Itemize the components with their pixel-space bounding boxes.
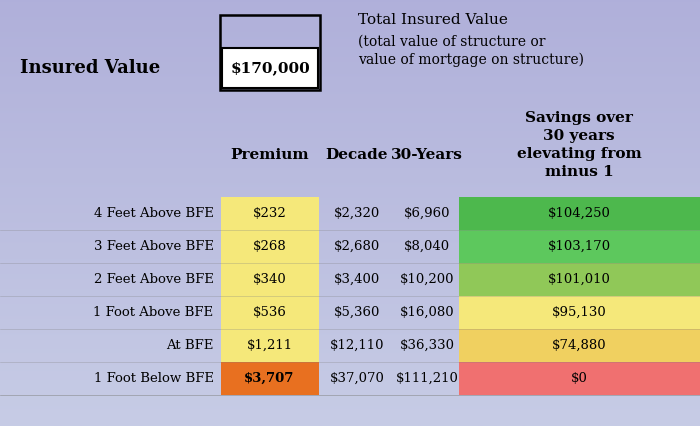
Text: $536: $536 bbox=[253, 306, 286, 319]
Text: $170,000: $170,000 bbox=[230, 61, 310, 75]
Bar bbox=[220, 230, 318, 263]
Text: 30 years: 30 years bbox=[543, 129, 615, 143]
Text: $95,130: $95,130 bbox=[552, 306, 607, 319]
Text: $111,210: $111,210 bbox=[395, 372, 458, 385]
Text: $232: $232 bbox=[253, 207, 286, 220]
Text: $10,200: $10,200 bbox=[400, 273, 454, 286]
Text: $74,880: $74,880 bbox=[552, 339, 607, 352]
Text: $6,960: $6,960 bbox=[404, 207, 450, 220]
Text: $37,070: $37,070 bbox=[330, 372, 384, 385]
Bar bbox=[458, 230, 700, 263]
Text: 2 Feet Above BFE: 2 Feet Above BFE bbox=[94, 273, 214, 286]
Bar bbox=[458, 362, 700, 395]
Text: $340: $340 bbox=[253, 273, 286, 286]
Bar bbox=[220, 263, 318, 296]
Bar bbox=[220, 329, 318, 362]
Text: $8,040: $8,040 bbox=[404, 240, 450, 253]
Text: 3 Feet Above BFE: 3 Feet Above BFE bbox=[94, 240, 214, 253]
Bar bbox=[458, 329, 700, 362]
Text: $0: $0 bbox=[570, 372, 588, 385]
Text: 1 Foot Above BFE: 1 Foot Above BFE bbox=[93, 306, 214, 319]
Text: $36,330: $36,330 bbox=[400, 339, 454, 352]
Bar bbox=[458, 263, 700, 296]
Text: At BFE: At BFE bbox=[166, 339, 214, 352]
Text: $104,250: $104,250 bbox=[548, 207, 610, 220]
Text: $2,680: $2,680 bbox=[334, 240, 380, 253]
Text: $103,170: $103,170 bbox=[547, 240, 611, 253]
Text: elevating from: elevating from bbox=[517, 147, 642, 161]
Bar bbox=[220, 15, 320, 90]
Text: $2,320: $2,320 bbox=[334, 207, 380, 220]
Text: $268: $268 bbox=[253, 240, 286, 253]
Text: 1 Foot Below BFE: 1 Foot Below BFE bbox=[94, 372, 214, 385]
Text: $3,707: $3,707 bbox=[244, 372, 295, 385]
Bar bbox=[458, 197, 700, 230]
Text: $16,080: $16,080 bbox=[400, 306, 454, 319]
Text: $5,360: $5,360 bbox=[334, 306, 380, 319]
Text: Premium: Premium bbox=[230, 148, 309, 162]
Text: Decade: Decade bbox=[326, 148, 388, 162]
Bar bbox=[222, 48, 318, 88]
Bar bbox=[220, 362, 318, 395]
Text: minus 1: minus 1 bbox=[545, 165, 614, 179]
Text: Savings over: Savings over bbox=[525, 111, 634, 125]
Text: 30-Years: 30-Years bbox=[391, 148, 463, 162]
Text: $1,211: $1,211 bbox=[246, 339, 293, 352]
Text: value of mortgage on structure): value of mortgage on structure) bbox=[358, 53, 584, 67]
Text: $3,400: $3,400 bbox=[334, 273, 380, 286]
Bar bbox=[220, 197, 318, 230]
Text: $101,010: $101,010 bbox=[548, 273, 610, 286]
Text: (total value of structure or: (total value of structure or bbox=[358, 35, 545, 49]
Text: 4 Feet Above BFE: 4 Feet Above BFE bbox=[94, 207, 214, 220]
Bar bbox=[220, 296, 318, 329]
Bar bbox=[458, 296, 700, 329]
Text: Total Insured Value: Total Insured Value bbox=[358, 13, 508, 27]
Text: $12,110: $12,110 bbox=[330, 339, 384, 352]
Text: Insured Value: Insured Value bbox=[20, 59, 160, 77]
